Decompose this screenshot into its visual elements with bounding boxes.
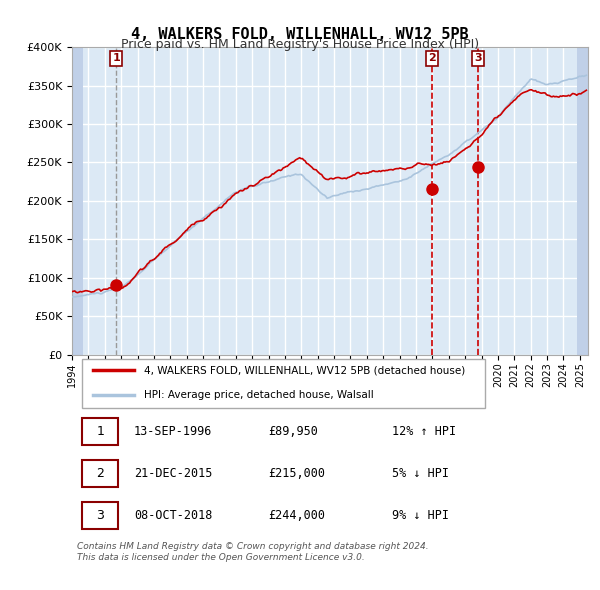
Text: 08-OCT-2018: 08-OCT-2018 xyxy=(134,509,212,522)
Text: Price paid vs. HM Land Registry's House Price Index (HPI): Price paid vs. HM Land Registry's House … xyxy=(121,38,479,51)
FancyBboxPatch shape xyxy=(82,502,118,529)
Text: HPI: Average price, detached house, Walsall: HPI: Average price, detached house, Wals… xyxy=(144,390,374,400)
Text: 4, WALKERS FOLD, WILLENHALL, WV12 5PB: 4, WALKERS FOLD, WILLENHALL, WV12 5PB xyxy=(131,27,469,41)
Text: £244,000: £244,000 xyxy=(268,509,325,522)
FancyBboxPatch shape xyxy=(82,460,118,487)
Text: 4, WALKERS FOLD, WILLENHALL, WV12 5PB (detached house): 4, WALKERS FOLD, WILLENHALL, WV12 5PB (d… xyxy=(144,365,466,375)
Text: 9% ↓ HPI: 9% ↓ HPI xyxy=(392,509,449,522)
FancyBboxPatch shape xyxy=(82,359,485,408)
Text: 3: 3 xyxy=(97,509,104,522)
Text: 21-DEC-2015: 21-DEC-2015 xyxy=(134,467,212,480)
Text: 1: 1 xyxy=(113,53,120,63)
Text: 1: 1 xyxy=(97,425,104,438)
Text: £215,000: £215,000 xyxy=(268,467,325,480)
Bar xyxy=(72,47,83,355)
Bar xyxy=(577,47,588,355)
Text: Contains HM Land Registry data © Crown copyright and database right 2024.
This d: Contains HM Land Registry data © Crown c… xyxy=(77,542,429,562)
Text: 3: 3 xyxy=(474,53,482,63)
Text: 2: 2 xyxy=(97,467,104,480)
Text: 12% ↑ HPI: 12% ↑ HPI xyxy=(392,425,456,438)
Text: 13-SEP-1996: 13-SEP-1996 xyxy=(134,425,212,438)
Text: 5% ↓ HPI: 5% ↓ HPI xyxy=(392,467,449,480)
Text: £89,950: £89,950 xyxy=(268,425,318,438)
FancyBboxPatch shape xyxy=(82,418,118,445)
Text: 2: 2 xyxy=(428,53,436,63)
